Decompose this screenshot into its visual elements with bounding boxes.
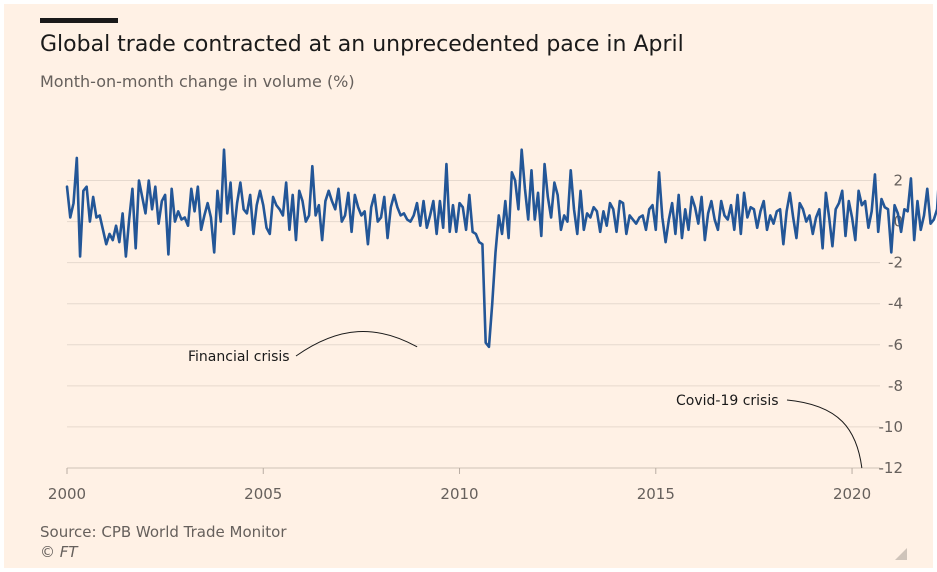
chart-subtitle: Month-on-month change in volume (%)	[40, 72, 355, 91]
covid-crisis-label: Covid-19 crisis	[676, 393, 779, 409]
x-tick-label: 2015	[637, 485, 675, 503]
gridlines	[67, 180, 880, 469]
covid-crisis-leader	[786, 399, 863, 469]
y-tick-label: 2	[893, 172, 903, 190]
x-tick-label: 2005	[244, 485, 282, 503]
x-tick-label: 2010	[440, 485, 478, 503]
financial-crisis-leader	[295, 331, 418, 357]
chart-card	[4, 4, 933, 568]
source-note: Source: CPB World Trade Monitor	[40, 523, 287, 541]
x-tick-label: 2020	[833, 485, 871, 503]
y-tick-label: -8	[888, 377, 903, 395]
financial-crisis-label: Financial crisis	[188, 349, 290, 365]
y-tick-label: -4	[888, 295, 903, 313]
y-tick-label: -2	[888, 254, 903, 272]
trade-volume-series-line	[65, 148, 937, 349]
ft-accent-bar	[40, 18, 118, 23]
y-tick-label: -12	[879, 459, 904, 477]
copyright-note: © FT	[40, 543, 78, 561]
y-tick-label: -10	[879, 418, 904, 436]
y-tick-label: -6	[888, 336, 903, 354]
series-layer	[65, 148, 937, 349]
annotations: Financial crisis Covid-19 crisis	[188, 331, 863, 469]
resize-corner-icon	[895, 548, 907, 560]
x-tick-label: 2000	[48, 485, 86, 503]
chart-title: Global trade contracted at an unpreceden…	[40, 32, 684, 57]
